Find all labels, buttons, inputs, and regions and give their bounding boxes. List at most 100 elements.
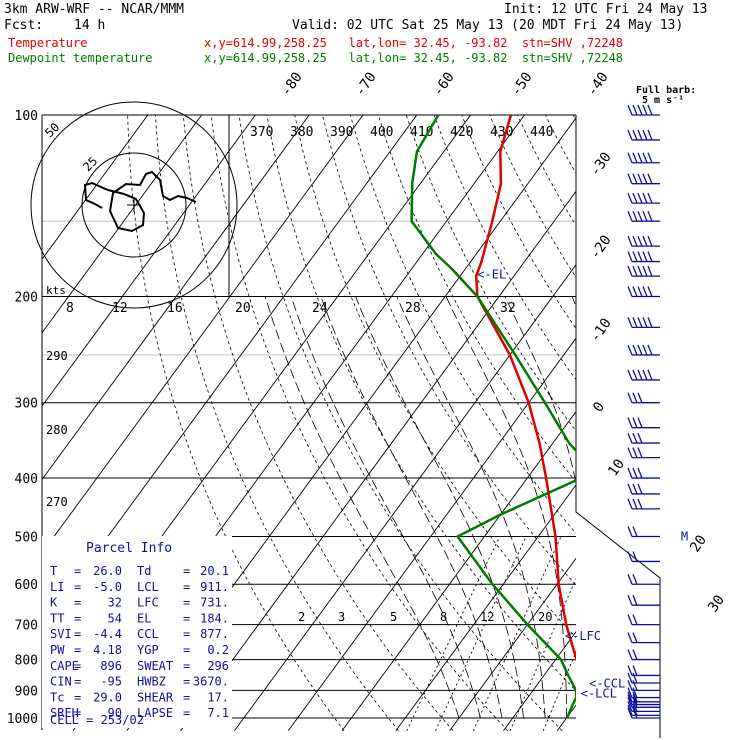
barb-flag — [642, 369, 648, 381]
theta-label: 390 — [330, 125, 353, 140]
barb-flag — [627, 672, 633, 684]
dry-adiabat — [594, 102, 740, 731]
barb-flag — [627, 665, 633, 676]
barb-flag — [627, 392, 633, 403]
theta-e-label: 290 — [46, 349, 68, 363]
barb-flag — [627, 694, 633, 705]
parcel-eq: = — [74, 659, 81, 673]
hodograph-ring-outer — [30, 101, 238, 309]
barb-legend-title: Full barb: — [636, 85, 696, 96]
mixing-label-lower: 8 — [440, 610, 447, 624]
barb-flag — [627, 483, 633, 495]
parcel-title: Parcel Info — [86, 541, 172, 556]
wind-barb — [627, 614, 660, 626]
barb-flag — [647, 235, 653, 247]
wind-barb — [627, 152, 660, 164]
wind-barb — [627, 104, 660, 116]
wind-barbs: Full barb:5 m s⁻¹ — [627, 85, 696, 719]
dry-adiabat — [704, 102, 740, 731]
barb-flag — [627, 265, 633, 277]
parcel-eq: = — [74, 690, 81, 704]
barb-flag — [627, 632, 633, 643]
barb-flag — [642, 235, 648, 247]
parcel-eq: = — [183, 580, 190, 594]
pressure-tick-200: 200 — [15, 291, 38, 306]
dry-adiabat — [649, 102, 740, 731]
parcel-value: 26.0 — [93, 564, 122, 578]
hodograph-ring-label: 50 — [42, 120, 62, 140]
parcel-value: 32 — [108, 596, 122, 610]
pressure-tick-900: 900 — [15, 684, 38, 699]
theta-label: 430 — [490, 125, 513, 140]
isotherm-label: 20 — [687, 532, 710, 555]
parcel-value: 896 — [100, 659, 122, 673]
barb-flag — [627, 173, 633, 184]
isotherm-label: -50 — [508, 69, 536, 99]
barb-flag — [632, 498, 638, 510]
parcel-key: LCL — [137, 580, 159, 594]
barb-flag — [632, 707, 638, 719]
theta-e-label: 270 — [46, 495, 68, 509]
dry-adiabat — [294, 115, 576, 639]
barb-flag — [632, 265, 638, 277]
wind-barb — [627, 649, 660, 661]
annotation-label: <-CCL — [589, 677, 625, 691]
pressure-tick-300: 300 — [15, 397, 38, 412]
barb-flag — [632, 672, 638, 684]
wind-barb — [627, 286, 660, 298]
dry-adiabat — [405, 115, 576, 432]
wind-barb — [627, 707, 660, 719]
isotherm-line — [395, 484, 576, 732]
dry-adiabat — [182, 115, 454, 732]
parcel-value: 731. — [200, 596, 229, 610]
barb-flag — [637, 369, 643, 381]
parcel-key: YGP — [137, 643, 159, 657]
wind-barb — [627, 691, 660, 703]
parcel-value: 877. — [200, 627, 229, 641]
barb-flag — [647, 173, 653, 184]
isotherm-label: 30 — [705, 592, 728, 615]
mixing-label-lower: 20 — [538, 610, 552, 624]
dry-adiabat — [266, 115, 576, 692]
mixing-label-upper: 28 — [405, 301, 421, 316]
isotherm-line — [42, 115, 310, 481]
init-time: Init: 12 UTC Fri 24 May 13 — [504, 2, 708, 17]
dry-adiabat — [349, 115, 576, 534]
parcel-value: 20.1 — [200, 564, 229, 578]
wind-barb — [627, 344, 660, 356]
dewpoint-legend: Dewpoint temperature — [8, 51, 153, 65]
barb-flag — [632, 344, 638, 356]
barb-flag — [632, 432, 638, 444]
barb-flag — [632, 526, 638, 537]
parcel-eq: = — [183, 596, 190, 610]
barb-flag — [637, 265, 643, 277]
barb-flag — [627, 369, 633, 381]
isotherm-label: -20 — [587, 232, 615, 262]
parcel-eq: = — [74, 564, 81, 578]
parcel-key: CCL — [137, 627, 159, 641]
barb-flag — [647, 344, 653, 356]
hodograph-ring-label: 25 — [80, 154, 100, 174]
temperature-legend: Temperature — [8, 36, 88, 50]
barb-flag — [627, 614, 633, 625]
barb-flag — [627, 152, 633, 163]
pressure-tick-400: 400 — [15, 472, 38, 487]
barb-flag — [632, 687, 638, 698]
parcel-key: T — [50, 564, 57, 578]
parcel-key: PW — [50, 643, 65, 657]
moist-adiabat — [320, 296, 503, 719]
mixing-ratio-line — [542, 650, 576, 731]
temperature-location: x,y=614.99,258.25 lat,lon= 32.45, -93.82… — [204, 36, 624, 50]
barb-flag — [637, 192, 643, 204]
wind-barb — [627, 594, 660, 606]
barb-flag — [637, 210, 643, 222]
pressure-tick-600: 600 — [15, 578, 38, 593]
pressure-tick-100: 100 — [15, 109, 38, 124]
barb-flag — [632, 447, 638, 458]
barb-flag — [637, 173, 643, 184]
wind-barb — [627, 173, 660, 185]
hodograph-trace — [83, 170, 197, 233]
parcel-eq: = — [74, 627, 81, 641]
series-dewpoint-temperature — [410, 115, 576, 719]
barb-flag — [632, 417, 638, 428]
